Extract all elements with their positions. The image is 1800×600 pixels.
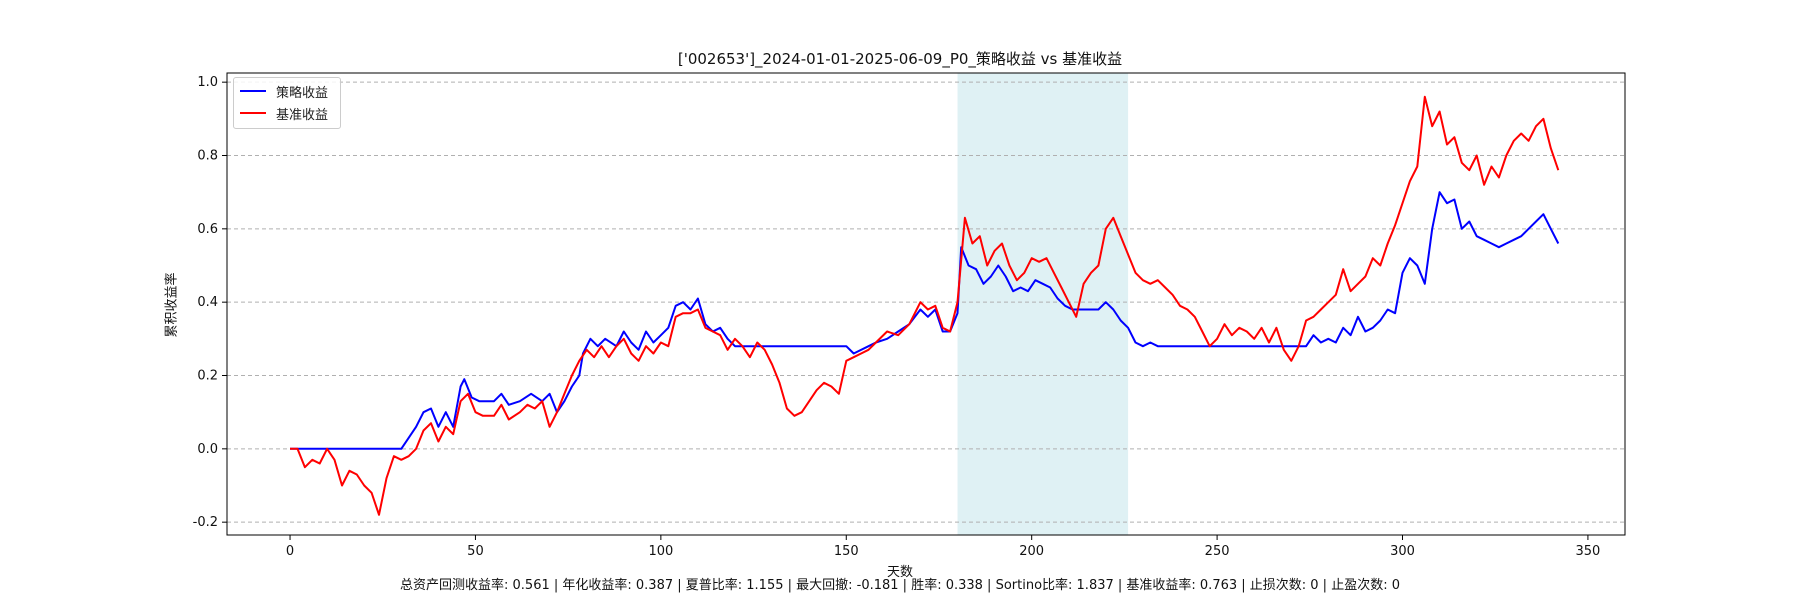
legend-item-benchmark: 基准收益 bbox=[240, 103, 328, 123]
y-tick-label: 0.4 bbox=[197, 295, 218, 310]
x-tick-label: 0 bbox=[286, 544, 294, 559]
metrics-footer: 总资产回测收益率: 0.561 | 年化收益率: 0.387 | 夏普比率: 1… bbox=[400, 578, 1400, 593]
x-tick-label: 150 bbox=[834, 544, 859, 559]
x-axis-label: 天数 bbox=[886, 565, 913, 580]
y-axis-label: 累积收益率 bbox=[164, 272, 180, 338]
shaded-region bbox=[957, 73, 1129, 535]
legend-swatch-strategy bbox=[240, 90, 266, 92]
benchmark-return-line bbox=[290, 95, 1560, 516]
x-tick-label: 350 bbox=[1576, 544, 1601, 559]
axes-frame bbox=[226, 72, 1626, 536]
y-tick-label: 0.0 bbox=[197, 442, 218, 457]
y-tick-label: 0.6 bbox=[197, 222, 218, 237]
y-tick-label: 1.0 bbox=[197, 75, 218, 90]
legend-swatch-benchmark bbox=[240, 112, 266, 114]
y-tick-label: -0.2 bbox=[193, 515, 218, 530]
x-tick-label: 50 bbox=[467, 544, 484, 559]
legend-label-strategy: 策略收益 bbox=[276, 85, 329, 101]
y-tick-label: 0.8 bbox=[197, 149, 218, 164]
x-tick-label: 250 bbox=[1205, 544, 1230, 559]
legend-label-benchmark: 基准收益 bbox=[276, 107, 329, 123]
legend: 策略收益 基准收益 bbox=[233, 77, 341, 129]
x-tick-label: 100 bbox=[648, 544, 673, 559]
x-tick-label: 200 bbox=[1019, 544, 1044, 559]
strategy-return-line bbox=[290, 191, 1560, 450]
chart-title: ['002653']_2024-01-01-2025-06-09_P0_策略收益… bbox=[677, 50, 1123, 68]
y-tick-label: 0.2 bbox=[197, 369, 218, 384]
legend-item-strategy: 策略收益 bbox=[240, 81, 328, 101]
x-tick-label: 300 bbox=[1390, 544, 1415, 559]
